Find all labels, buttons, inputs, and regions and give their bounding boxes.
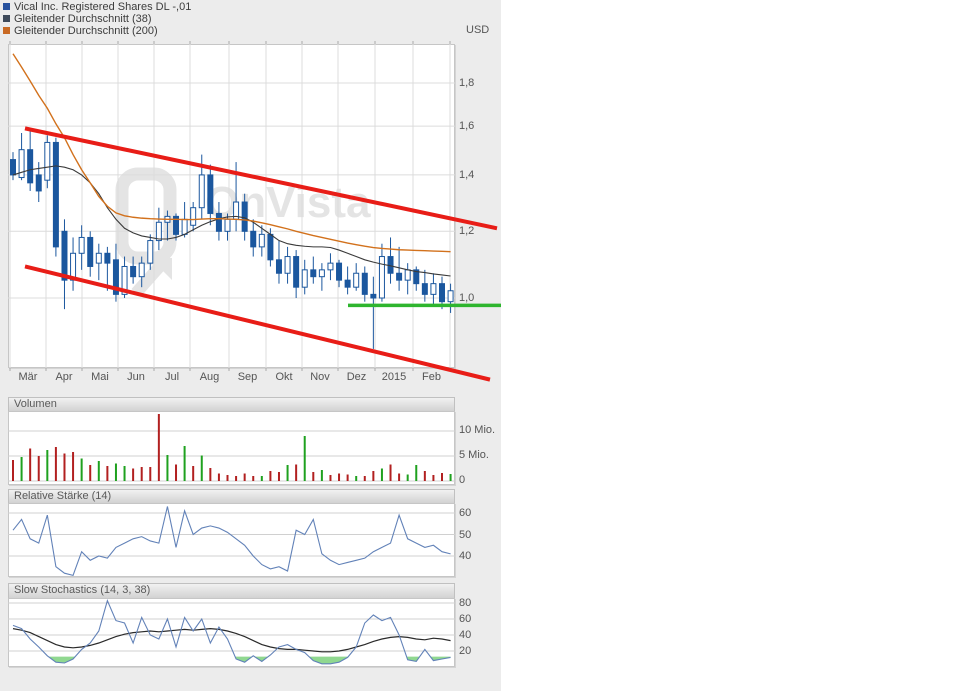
ma200-swatch-icon [3,27,10,34]
legend-item-share: Vical Inc. Registered Shares DL -,01 [3,1,191,13]
legend-label: Vical Inc. Registered Shares DL -,01 [14,1,192,13]
chart-widget: Vical Inc. Registered Shares DL -,01 Gle… [0,0,501,691]
month-label: Okt [275,371,293,383]
legend-item-ma38: Gleitender Durchschnitt (38) [3,13,191,25]
volume-panel-header: Volumen [8,397,455,411]
stochastics-axis-label: 20 [459,645,472,657]
month-label: Mai [91,371,109,383]
price-axis-label: 1,8 [459,76,475,89]
stochastics-axis-label: 40 [459,629,472,641]
share-swatch-icon [3,3,10,10]
legend-label: Gleitender Durchschnitt (38) [14,13,152,25]
legend-label: Gleitender Durchschnitt (200) [14,25,158,37]
rsi-axis-label: 60 [459,507,472,519]
month-label: Jun [127,371,145,383]
rsi-panel [8,503,455,577]
month-label: Sep [237,371,258,383]
legend-item-ma200: Gleitender Durchschnitt (200) [3,25,191,37]
month-label: Feb [422,371,441,383]
rsi-axis-label: 40 [459,550,472,562]
volume-panel [8,411,455,485]
month-label: Mär [18,371,38,383]
rsi-axis-label: 50 [459,528,472,541]
month-label: Aug [199,371,220,383]
ma38-swatch-icon [3,15,10,22]
price-axis-label: 1,4 [459,168,475,181]
month-label: 2015 [381,371,407,383]
price-panel [8,44,455,368]
volume-axis-label: 0 [459,474,466,486]
volume-axis-label: 10 Mio. [459,424,496,436]
stochastics-panel-header: Slow Stochastics (14, 3, 38) [8,583,455,598]
month-label: Nov [310,371,330,383]
stochastics-axis-label: 80 [459,597,472,609]
month-label: Jul [164,371,180,383]
price-axis-label: 1,6 [459,120,475,133]
month-label: Dez [346,371,367,383]
price-axis-label: 1,0 [459,292,475,304]
stochastics-panel [8,598,455,667]
stochastics-axis-label: 60 [459,613,472,625]
rsi-panel-header: Relative Stärke (14) [8,489,455,503]
chart-legend: Vical Inc. Registered Shares DL -,01 Gle… [3,1,191,37]
volume-axis-label: 5 Mio. [459,449,489,461]
price-axis-label: 1,2 [459,225,475,238]
currency-label: USD [466,24,490,36]
month-label: Apr [55,371,73,383]
